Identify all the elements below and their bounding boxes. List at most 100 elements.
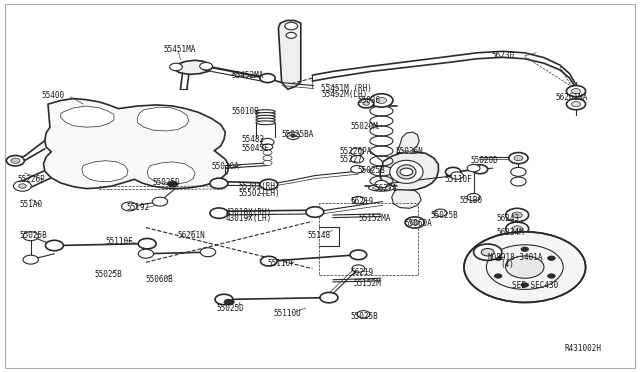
Text: 55110F: 55110F xyxy=(106,237,133,246)
Circle shape xyxy=(285,22,298,30)
Circle shape xyxy=(138,249,154,258)
Circle shape xyxy=(291,134,296,137)
Text: (4): (4) xyxy=(500,260,515,269)
Text: 56230: 56230 xyxy=(492,51,515,60)
Text: 55227: 55227 xyxy=(339,155,362,164)
Text: 55020D: 55020D xyxy=(470,156,498,165)
Circle shape xyxy=(286,32,296,38)
Circle shape xyxy=(23,255,38,264)
Circle shape xyxy=(357,311,370,318)
Circle shape xyxy=(572,102,580,107)
Circle shape xyxy=(451,172,463,179)
Polygon shape xyxy=(82,161,128,182)
Circle shape xyxy=(11,158,20,163)
Text: 56219: 56219 xyxy=(351,197,374,206)
Polygon shape xyxy=(138,107,189,131)
Text: 55110F: 55110F xyxy=(445,175,472,184)
Circle shape xyxy=(138,238,156,249)
Text: 55226P: 55226P xyxy=(18,175,45,184)
Circle shape xyxy=(376,97,387,103)
Circle shape xyxy=(481,248,494,256)
Text: 55148: 55148 xyxy=(307,231,330,240)
Circle shape xyxy=(405,217,424,228)
Circle shape xyxy=(494,256,502,260)
Polygon shape xyxy=(172,60,212,74)
Circle shape xyxy=(168,181,178,187)
Circle shape xyxy=(351,155,364,163)
Circle shape xyxy=(6,155,24,166)
Text: 55010A: 55010A xyxy=(211,162,239,171)
Text: 55036N: 55036N xyxy=(396,147,423,156)
Ellipse shape xyxy=(369,185,394,191)
Text: 55025B: 55025B xyxy=(430,211,458,220)
Text: 551A0: 551A0 xyxy=(19,200,42,209)
Circle shape xyxy=(200,62,212,70)
Circle shape xyxy=(350,250,367,260)
Text: 56271: 56271 xyxy=(374,185,397,193)
Ellipse shape xyxy=(256,118,275,122)
Circle shape xyxy=(521,283,529,287)
Circle shape xyxy=(472,165,488,174)
Circle shape xyxy=(200,248,216,257)
Circle shape xyxy=(261,138,274,146)
Circle shape xyxy=(351,148,364,155)
Text: 55060A: 55060A xyxy=(404,219,432,228)
Circle shape xyxy=(358,99,374,108)
Text: 55025B: 55025B xyxy=(351,312,378,321)
Circle shape xyxy=(363,102,369,105)
Circle shape xyxy=(511,177,526,186)
Text: 55036: 55036 xyxy=(357,96,380,105)
Text: 55452M(LH): 55452M(LH) xyxy=(321,90,367,99)
Circle shape xyxy=(548,256,556,260)
Circle shape xyxy=(512,226,522,232)
Text: 55110U: 55110U xyxy=(274,309,301,318)
Polygon shape xyxy=(380,152,438,190)
Ellipse shape xyxy=(372,186,390,190)
Text: 55025B: 55025B xyxy=(357,166,385,175)
Circle shape xyxy=(375,180,388,188)
Text: SEE SEC430: SEE SEC430 xyxy=(512,281,558,290)
Text: 55502(LH): 55502(LH) xyxy=(238,189,280,198)
Circle shape xyxy=(521,247,529,251)
Text: 55192: 55192 xyxy=(127,203,150,212)
Text: R431002H: R431002H xyxy=(564,344,602,353)
Text: 551B0: 551B0 xyxy=(460,196,483,205)
Polygon shape xyxy=(61,106,114,127)
Text: 55152M: 55152M xyxy=(353,279,381,288)
Circle shape xyxy=(511,167,526,176)
Circle shape xyxy=(400,168,413,176)
Ellipse shape xyxy=(256,110,275,113)
Circle shape xyxy=(122,202,137,211)
Circle shape xyxy=(210,178,228,189)
Polygon shape xyxy=(392,190,421,208)
Circle shape xyxy=(260,256,277,266)
Circle shape xyxy=(512,212,522,218)
Text: 55045E: 55045E xyxy=(242,144,269,153)
Text: 56261N: 56261N xyxy=(178,231,205,240)
Polygon shape xyxy=(397,132,419,153)
Text: N08918-3401A: N08918-3401A xyxy=(488,253,543,262)
Text: 43019X(LH): 43019X(LH) xyxy=(225,214,271,223)
Circle shape xyxy=(320,292,338,303)
Text: 55025BA: 55025BA xyxy=(282,130,314,139)
Circle shape xyxy=(566,86,586,97)
Ellipse shape xyxy=(390,160,423,183)
Circle shape xyxy=(23,232,38,241)
Circle shape xyxy=(509,153,528,164)
Text: 55400: 55400 xyxy=(42,92,65,100)
Circle shape xyxy=(467,164,480,172)
Circle shape xyxy=(474,244,502,260)
Ellipse shape xyxy=(256,112,275,116)
Circle shape xyxy=(445,167,461,176)
Circle shape xyxy=(434,209,447,217)
Text: 55226PA: 55226PA xyxy=(339,147,372,156)
Circle shape xyxy=(514,155,523,161)
Text: 55025B: 55025B xyxy=(19,231,47,240)
Circle shape xyxy=(260,179,278,190)
Text: 56219: 56219 xyxy=(351,268,374,277)
Circle shape xyxy=(287,132,300,140)
Text: 55482: 55482 xyxy=(242,135,265,144)
Circle shape xyxy=(215,294,233,305)
Circle shape xyxy=(548,274,556,278)
Circle shape xyxy=(170,63,182,71)
